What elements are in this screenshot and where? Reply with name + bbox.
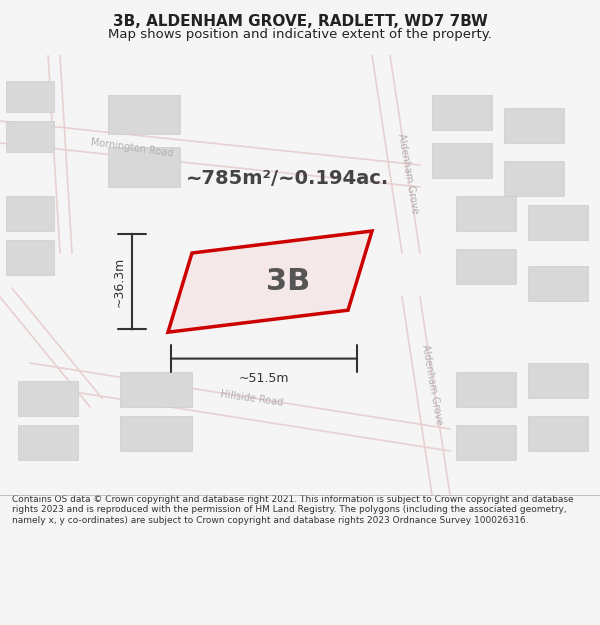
Bar [6,121,54,152]
Bar [120,416,192,451]
Text: Mornington Road: Mornington Road [90,137,174,158]
Text: ~51.5m: ~51.5m [239,372,289,385]
Text: Contains OS data © Crown copyright and database right 2021. This information is : Contains OS data © Crown copyright and d… [12,495,574,525]
Bar [108,148,180,187]
Bar [456,196,516,231]
Bar [504,161,564,196]
Text: Map shows position and indicative extent of the property.: Map shows position and indicative extent… [108,28,492,41]
Bar [108,94,180,134]
Text: Aldenham Grove: Aldenham Grove [396,132,420,215]
Text: ~785m²/~0.194ac.: ~785m²/~0.194ac. [187,169,389,187]
Bar [18,424,78,460]
Bar [528,363,588,398]
Text: ~36.3m: ~36.3m [113,256,126,307]
Bar [456,372,516,407]
Bar [528,266,588,301]
Bar [6,240,54,275]
Text: Aldenham Grove: Aldenham Grove [420,344,444,426]
Bar [432,94,492,130]
Text: 3B: 3B [266,267,310,296]
Bar [432,143,492,178]
Bar [6,196,54,231]
Bar [504,107,564,143]
Bar [6,81,54,112]
Text: Hillside Road: Hillside Road [220,389,284,408]
Bar [120,372,192,407]
Bar [528,204,588,240]
Bar [456,424,516,460]
Text: 3B, ALDENHAM GROVE, RADLETT, WD7 7BW: 3B, ALDENHAM GROVE, RADLETT, WD7 7BW [113,14,487,29]
Polygon shape [168,231,372,332]
Bar [456,249,516,284]
Bar [18,381,78,416]
Bar [528,416,588,451]
